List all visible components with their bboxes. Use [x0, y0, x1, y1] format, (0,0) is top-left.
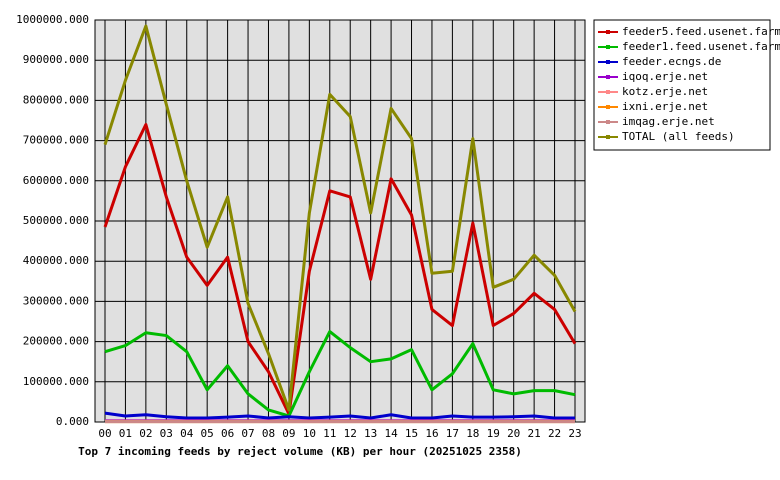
- legend-label: TOTAL (all feeds): [622, 130, 735, 143]
- chart-title: Top 7 incoming feeds by reject volume (K…: [78, 445, 522, 458]
- legend-label: imqag.erje.net: [622, 115, 715, 128]
- y-tick-label: 200000.000: [23, 335, 89, 348]
- y-tick-label: 700000.000: [23, 134, 89, 147]
- x-tick-label: 07: [241, 427, 254, 440]
- legend-dot: [606, 45, 610, 49]
- x-tick-label: 16: [425, 427, 438, 440]
- x-tick-label: 22: [548, 427, 561, 440]
- y-tick-label: 300000.000: [23, 294, 89, 307]
- x-tick-label: 18: [466, 427, 479, 440]
- series-line: [103, 24, 577, 412]
- legend-dot: [606, 75, 610, 79]
- x-tick-label: 19: [487, 427, 500, 440]
- legend-dot: [606, 105, 610, 109]
- x-tick-label: 05: [201, 427, 214, 440]
- x-tick-label: 08: [262, 427, 275, 440]
- y-tick-label: 1000000.000: [16, 13, 89, 26]
- y-tick-label: 100000.000: [23, 375, 89, 388]
- legend-dot: [606, 135, 610, 139]
- series-line: [103, 123, 577, 416]
- legend-label: ixni.erje.net: [622, 100, 708, 113]
- x-tick-label: 06: [221, 427, 234, 440]
- series-line: [104, 330, 576, 418]
- x-tick-label: 17: [446, 427, 459, 440]
- x-tick-label: 09: [282, 427, 295, 440]
- x-tick-label: 21: [528, 427, 541, 440]
- x-tick-label: 23: [568, 427, 581, 440]
- x-tick-label: 01: [119, 427, 132, 440]
- x-tick-label: 14: [384, 427, 398, 440]
- x-tick-label: 11: [323, 427, 336, 440]
- legend-label: feeder1.feed.usenet.farm: [622, 40, 780, 53]
- legend-dot: [606, 30, 610, 34]
- legend-dot: [606, 90, 610, 94]
- legend-label: iqoq.erje.net: [622, 70, 708, 83]
- x-tick-label: 20: [507, 427, 520, 440]
- y-tick-label: 0.000: [56, 415, 89, 428]
- series-line: [104, 411, 575, 420]
- y-tick-label: 600000.000: [23, 174, 89, 187]
- legend-dot: [606, 60, 610, 64]
- y-tick-label: 900000.000: [23, 53, 89, 66]
- x-tick-label: 12: [344, 427, 357, 440]
- legend-label: kotz.erje.net: [622, 85, 708, 98]
- legend-box: [593, 19, 771, 151]
- y-tick-label: 500000.000: [23, 214, 89, 227]
- x-tick-label: 13: [364, 427, 377, 440]
- x-tick-label: 04: [180, 427, 194, 440]
- legend-dot: [606, 120, 610, 124]
- y-tick-label: 800000.000: [23, 93, 89, 106]
- legend-label: feeder5.feed.usenet.farm: [622, 25, 780, 38]
- x-tick-label: 03: [160, 427, 173, 440]
- legend-label: feeder.ecngs.de: [622, 55, 721, 68]
- x-tick-label: 15: [405, 427, 418, 440]
- x-tick-label: 00: [98, 427, 111, 440]
- y-tick-label: 400000.000: [23, 254, 89, 267]
- x-tick-label: 10: [303, 427, 316, 440]
- x-tick-label: 02: [139, 427, 152, 440]
